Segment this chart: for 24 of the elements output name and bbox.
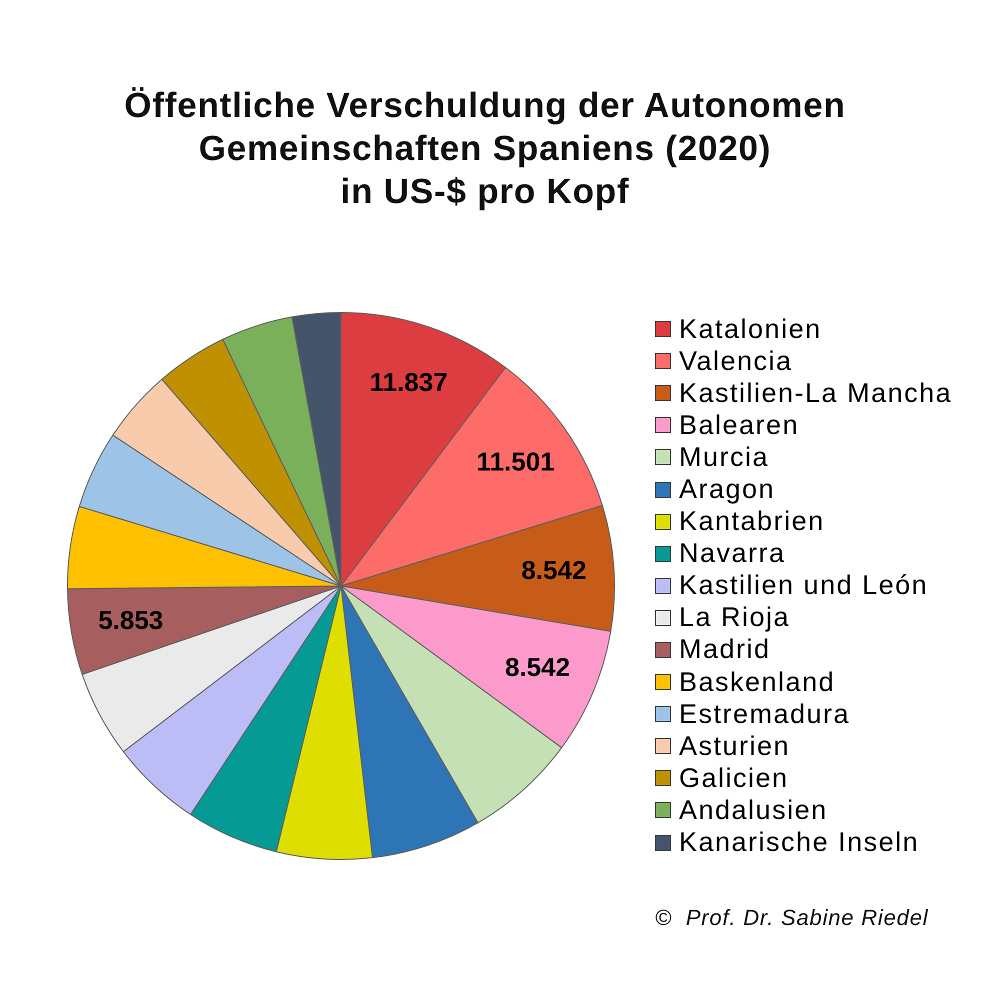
data-label: 11.501 [476,446,555,477]
legend-label: Madrid [679,634,771,666]
legend-label: Estremadura [679,698,850,730]
legend-label: Baskenland [679,666,836,698]
legend-label: Galicien [679,762,789,794]
text: © Prof. Dr. Sabine Riedel [655,905,928,931]
legend-label: Andalusien [679,794,828,826]
legend-label: Valencia [679,346,793,377]
legend-label: Asturien [679,730,790,762]
legend-label: Kanarische Inseln [679,827,920,858]
legend-label: Katalonien [679,314,822,345]
legend-label: Balearen [679,410,800,441]
data-label: 8.542 [521,555,586,586]
legend-label: Kantabrien [679,506,825,538]
legend-label: Kastilien-La Mancha [679,378,952,409]
legend-label: La Rioja [679,602,790,634]
data-label: 5.853 [98,605,164,636]
legend-label: Navarra [679,538,786,570]
chart-title: Öffentliche Verschuldung der Autonomen Gemeinschaften Spaniens (2020) in US-$ pro Kopf [123,85,847,213]
data-label: 11.837 [370,366,448,397]
legend-label: Murcia [679,442,770,473]
legend-label: Kastilien und León [679,570,928,602]
data-label: 8.542 [504,652,570,682]
legend-label: Aragon [679,474,776,506]
